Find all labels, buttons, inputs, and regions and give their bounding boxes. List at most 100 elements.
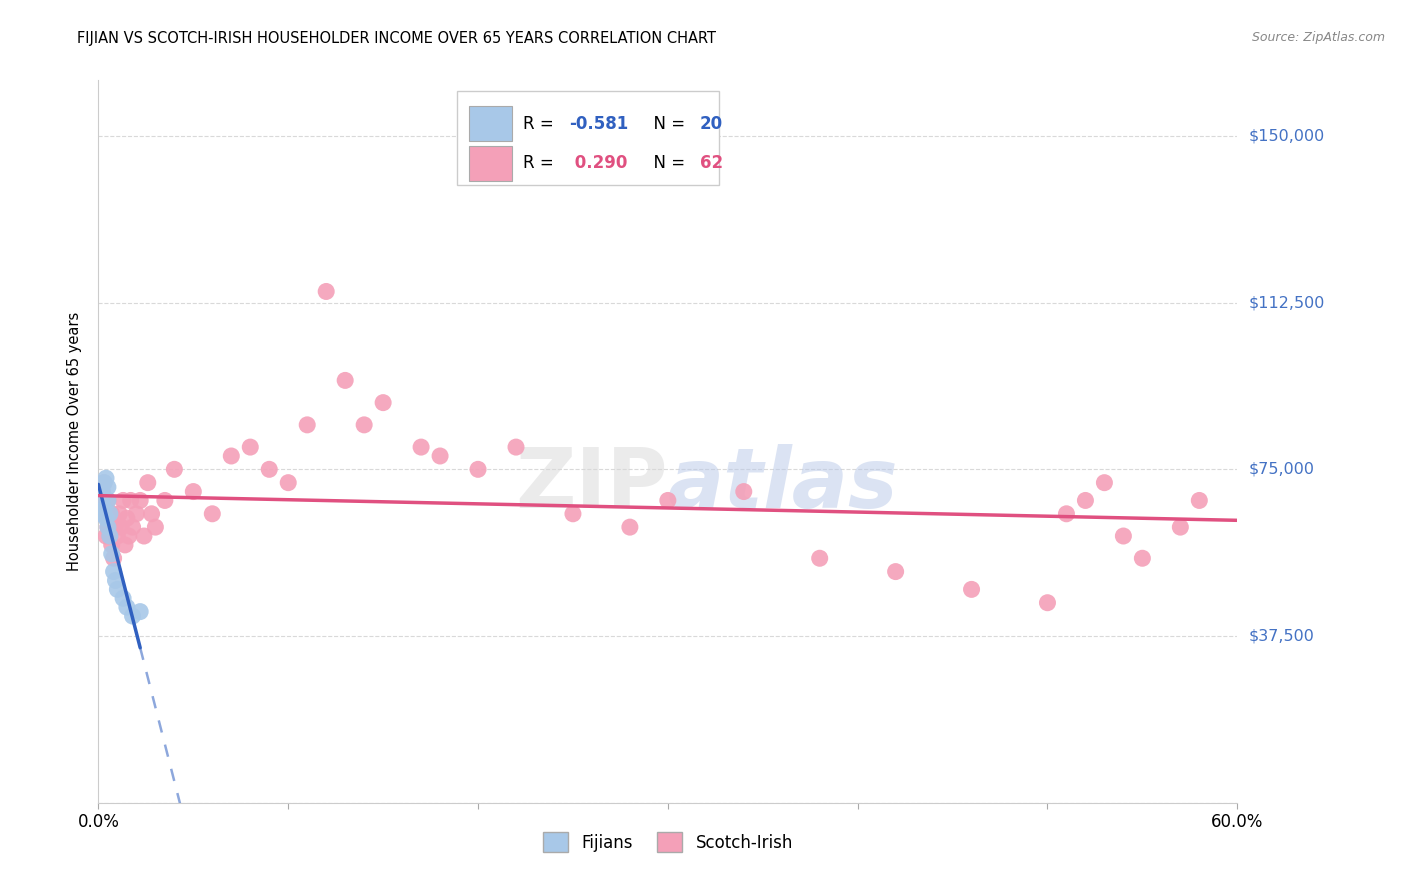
Text: Source: ZipAtlas.com: Source: ZipAtlas.com bbox=[1251, 31, 1385, 45]
Point bbox=[619, 520, 641, 534]
Point bbox=[89, 507, 111, 521]
Point bbox=[239, 440, 262, 454]
Point bbox=[112, 493, 135, 508]
Point bbox=[98, 511, 121, 525]
Text: -0.581: -0.581 bbox=[569, 115, 628, 133]
Point bbox=[112, 591, 135, 606]
Point bbox=[94, 502, 117, 516]
Point bbox=[125, 507, 148, 521]
Point bbox=[1188, 493, 1211, 508]
Text: 0.290: 0.290 bbox=[569, 154, 627, 172]
Point bbox=[98, 507, 121, 521]
Point bbox=[91, 493, 114, 508]
Point bbox=[129, 605, 152, 619]
Point bbox=[97, 520, 120, 534]
Text: $112,500: $112,500 bbox=[1249, 295, 1324, 310]
Point bbox=[884, 565, 907, 579]
Point bbox=[1074, 493, 1097, 508]
Point bbox=[91, 493, 114, 508]
Point bbox=[100, 547, 122, 561]
Point bbox=[505, 440, 527, 454]
Point bbox=[129, 493, 152, 508]
Point bbox=[91, 484, 114, 499]
Point bbox=[1094, 475, 1116, 490]
Point bbox=[353, 417, 375, 432]
Point bbox=[277, 475, 299, 490]
Text: 62: 62 bbox=[700, 154, 723, 172]
Y-axis label: Householder Income Over 65 years: Householder Income Over 65 years bbox=[67, 312, 83, 571]
Point bbox=[315, 285, 337, 299]
Point bbox=[733, 484, 755, 499]
Point bbox=[297, 417, 319, 432]
Point bbox=[89, 507, 111, 521]
FancyBboxPatch shape bbox=[468, 146, 512, 181]
Point bbox=[108, 507, 131, 521]
Point bbox=[960, 582, 983, 597]
Point bbox=[93, 502, 115, 516]
Point bbox=[107, 582, 129, 597]
Point bbox=[104, 520, 127, 534]
Point bbox=[97, 480, 120, 494]
Text: R =: R = bbox=[523, 115, 560, 133]
Point bbox=[94, 529, 117, 543]
Point bbox=[429, 449, 451, 463]
Text: 20: 20 bbox=[700, 115, 723, 133]
Point bbox=[121, 520, 143, 534]
Point bbox=[103, 551, 125, 566]
Text: FIJIAN VS SCOTCH-IRISH HOUSEHOLDER INCOME OVER 65 YEARS CORRELATION CHART: FIJIAN VS SCOTCH-IRISH HOUSEHOLDER INCOM… bbox=[77, 31, 716, 46]
Point bbox=[94, 471, 117, 485]
Point bbox=[97, 493, 120, 508]
Point bbox=[183, 484, 205, 499]
Text: $37,500: $37,500 bbox=[1249, 629, 1315, 643]
Point bbox=[132, 529, 155, 543]
Point bbox=[103, 565, 125, 579]
Point bbox=[221, 449, 243, 463]
Point bbox=[141, 507, 163, 521]
Point bbox=[1036, 596, 1059, 610]
Point bbox=[411, 440, 433, 454]
Point bbox=[371, 395, 394, 409]
FancyBboxPatch shape bbox=[457, 91, 718, 185]
Text: ZIP: ZIP bbox=[516, 444, 668, 525]
Point bbox=[120, 493, 142, 508]
Point bbox=[97, 493, 120, 508]
Point bbox=[118, 529, 141, 543]
Point bbox=[1056, 507, 1078, 521]
Point bbox=[93, 507, 115, 521]
Text: atlas: atlas bbox=[668, 444, 898, 525]
Text: R =: R = bbox=[523, 154, 560, 172]
Point bbox=[115, 511, 138, 525]
Point bbox=[1132, 551, 1154, 566]
Text: N =: N = bbox=[643, 154, 690, 172]
Point bbox=[562, 507, 585, 521]
Point bbox=[104, 574, 127, 588]
Point bbox=[107, 529, 129, 543]
Text: N =: N = bbox=[643, 115, 690, 133]
Point bbox=[115, 600, 138, 615]
Point bbox=[91, 484, 114, 499]
Point bbox=[136, 475, 159, 490]
Point bbox=[110, 520, 132, 534]
Point bbox=[808, 551, 831, 566]
Point bbox=[100, 507, 122, 521]
Point bbox=[93, 475, 115, 490]
Point bbox=[657, 493, 679, 508]
Text: $75,000: $75,000 bbox=[1249, 462, 1315, 477]
Point bbox=[335, 373, 357, 387]
Point bbox=[97, 520, 120, 534]
Point bbox=[201, 507, 224, 521]
Point bbox=[145, 520, 167, 534]
Point bbox=[121, 609, 143, 624]
Point bbox=[1170, 520, 1192, 534]
Legend: Fijians, Scotch-Irish: Fijians, Scotch-Irish bbox=[543, 832, 793, 852]
Point bbox=[94, 511, 117, 525]
Point bbox=[100, 538, 122, 552]
FancyBboxPatch shape bbox=[468, 106, 512, 141]
Point bbox=[1112, 529, 1135, 543]
Point bbox=[259, 462, 281, 476]
Point bbox=[467, 462, 489, 476]
Point bbox=[163, 462, 186, 476]
Point bbox=[98, 529, 121, 543]
Point bbox=[98, 529, 121, 543]
Text: $150,000: $150,000 bbox=[1249, 128, 1324, 144]
